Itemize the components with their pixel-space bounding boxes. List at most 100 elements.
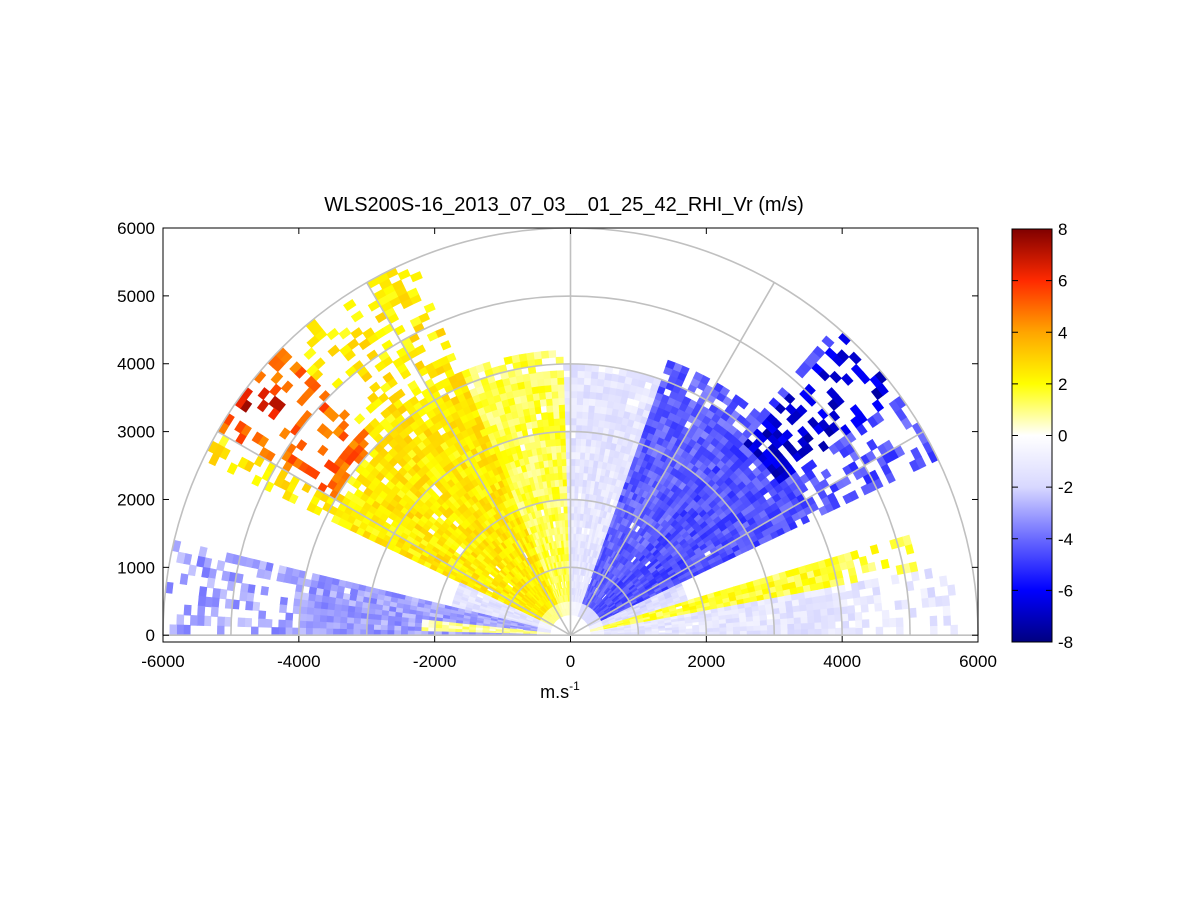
- velocity-cell: [910, 570, 920, 582]
- velocity-cell: [538, 391, 547, 401]
- velocity-cell: [739, 625, 748, 632]
- velocity-cell: [234, 420, 247, 434]
- velocity-cell: [560, 458, 567, 467]
- velocity-cell: [366, 629, 374, 636]
- velocity-cell: [847, 605, 856, 614]
- velocity-cell: [768, 397, 780, 409]
- velocity-cell: [561, 465, 567, 473]
- velocity-cell: [849, 404, 862, 417]
- velocity-cell: [544, 391, 553, 400]
- radial-spoke: [217, 430, 571, 636]
- velocity-cell: [583, 377, 592, 386]
- velocity-cell: [848, 627, 857, 636]
- velocity-cell: [586, 418, 594, 427]
- velocity-cell: [806, 459, 818, 471]
- velocity-cell: [545, 398, 553, 407]
- colorbar-gradient: [1011, 228, 1053, 643]
- velocity-cell: [366, 624, 375, 631]
- velocity-cell: [326, 609, 335, 617]
- velocity-cell: [807, 628, 816, 636]
- velocity-cell: [503, 356, 513, 365]
- velocity-cell: [564, 410, 571, 419]
- velocity-cell: [582, 390, 591, 399]
- velocity-cell: [834, 627, 843, 636]
- velocity-cell: [454, 628, 463, 633]
- velocity-cell: [210, 606, 219, 618]
- velocity-cell: [244, 617, 253, 628]
- velocity-cell: [746, 625, 755, 631]
- velocity-cell: [574, 458, 581, 467]
- velocity-cell: [556, 377, 565, 385]
- velocity-cell: [373, 624, 381, 631]
- y-tick-label: 2000: [117, 490, 155, 509]
- velocity-cell: [380, 407, 392, 419]
- colorbar-tick-label: 2: [1058, 375, 1067, 394]
- velocity-cell: [198, 586, 208, 598]
- velocity-cell: [665, 359, 676, 370]
- velocity-cell: [327, 344, 341, 357]
- velocity-cell: [826, 600, 835, 609]
- velocity-cell: [581, 417, 588, 426]
- velocity-cell: [563, 499, 568, 507]
- velocity-cell: [208, 452, 220, 467]
- velocity-cell: [561, 478, 567, 487]
- velocity-cells: [164, 267, 958, 636]
- velocity-cell: [820, 468, 832, 480]
- velocity-cell: [540, 350, 550, 359]
- velocity-cell: [587, 404, 595, 413]
- velocity-cell: [579, 445, 586, 453]
- velocity-cell: [176, 624, 184, 636]
- velocity-cell: [245, 592, 255, 603]
- velocity-cell: [559, 438, 566, 446]
- velocity-cell: [555, 445, 562, 453]
- velocity-cell: [908, 561, 919, 573]
- velocity-cell: [585, 438, 592, 447]
- velocity-cell: [316, 423, 329, 435]
- velocity-cell: [352, 623, 361, 631]
- velocity-cell: [850, 550, 860, 561]
- velocity-cell: [183, 624, 191, 636]
- y-tick-label: 1000: [117, 558, 155, 577]
- velocity-cell: [551, 397, 559, 406]
- radial-spoke: [570, 430, 924, 636]
- velocity-cell: [279, 596, 289, 606]
- velocity-cell: [874, 602, 883, 612]
- velocity-cell: [407, 622, 416, 628]
- velocity-cell: [558, 410, 566, 419]
- velocity-cell: [786, 611, 795, 619]
- velocity-cell: [896, 626, 904, 636]
- velocity-cell: [373, 619, 382, 626]
- velocity-cell: [814, 628, 823, 636]
- velocity-cell: [537, 385, 546, 394]
- velocity-cell: [394, 616, 402, 623]
- velocity-cell: [852, 596, 862, 606]
- velocity-cell: [570, 390, 578, 399]
- velocity-cell: [800, 622, 809, 630]
- velocity-cell: [216, 560, 226, 572]
- velocity-cell: [561, 472, 567, 480]
- x-tick-label: -6000: [141, 652, 184, 671]
- velocity-cell: [807, 416, 819, 429]
- velocity-cell: [353, 413, 366, 425]
- velocity-cell: [600, 399, 609, 408]
- velocity-cell: [559, 431, 566, 440]
- velocity-cell: [921, 597, 930, 608]
- velocity-cell: [858, 555, 869, 566]
- velocity-cell: [543, 384, 552, 393]
- velocity-cell: [759, 407, 771, 419]
- velocity-cell: [576, 390, 584, 399]
- velocity-cell: [323, 459, 335, 471]
- velocity-cell: [573, 505, 578, 514]
- velocity-cell: [305, 614, 314, 623]
- velocity-cell: [305, 627, 313, 636]
- velocity-cell: [488, 626, 497, 630]
- velocity-cell: [873, 594, 882, 604]
- velocity-cell: [760, 624, 768, 631]
- velocity-cell: [387, 620, 395, 627]
- velocity-cell: [267, 407, 280, 421]
- velocity-cell: [570, 417, 577, 426]
- velocity-cell: [217, 616, 225, 627]
- y-tick-label: 4000: [117, 355, 155, 374]
- velocity-cell: [420, 627, 429, 632]
- velocity-cell: [393, 625, 402, 632]
